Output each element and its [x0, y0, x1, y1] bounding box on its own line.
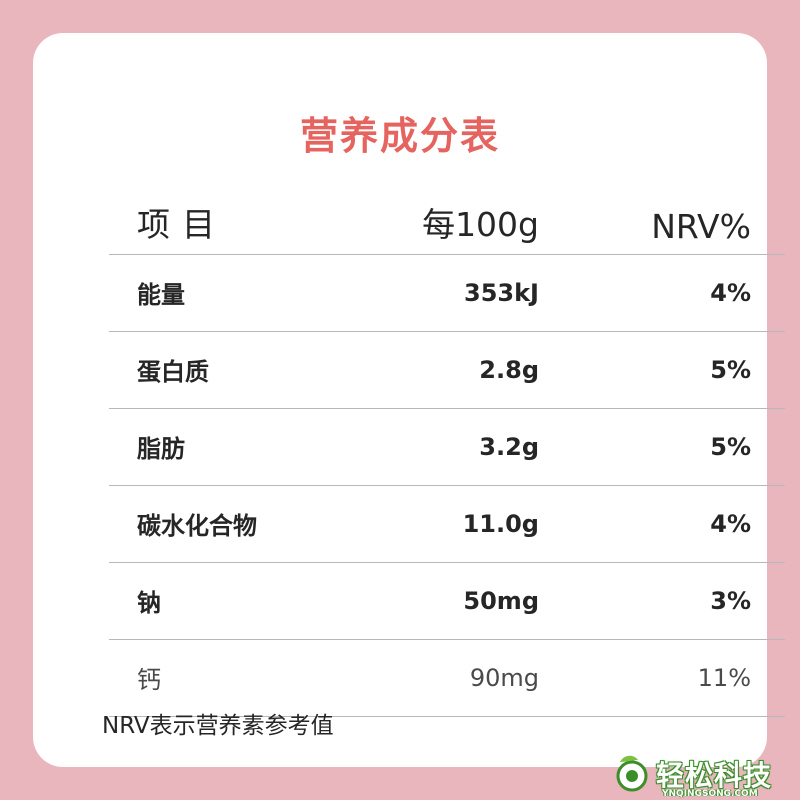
column-header-per100g: 每100g — [422, 204, 539, 244]
table-row: 钙 90mg 11% — [109, 639, 785, 716]
nutrient-amount: 90mg — [469, 663, 539, 692]
nutrient-nrv: 5% — [710, 355, 751, 384]
nutrient-name: 脂肪 — [137, 435, 185, 463]
nutrient-name: 蛋白质 — [137, 358, 209, 386]
nutrition-card: 营养成分表 项目 每100g NRV% 能量 353kJ 4% 蛋白质 2.8g… — [33, 33, 785, 767]
leaf-logo-icon — [616, 755, 648, 792]
nutrient-amount: 353kJ — [464, 278, 539, 307]
table-row: 碳水化合物 11.0g 4% — [109, 485, 785, 562]
watermark-text: 轻松科技 — [656, 759, 773, 792]
nutrient-nrv: 5% — [710, 432, 751, 461]
nutrient-amount: 3.2g — [479, 432, 539, 461]
column-header-item: 项目 — [137, 204, 227, 244]
nutrient-nrv: 3% — [710, 586, 751, 615]
table-row: 能量 353kJ 4% — [109, 254, 785, 331]
table-header-row: 项目 每100g NRV% — [109, 33, 785, 254]
nutrient-amount: 11.0g — [462, 509, 539, 538]
nutrient-name: 钙 — [137, 666, 161, 694]
column-header-nrv: NRV% — [651, 206, 751, 246]
nutrient-name: 能量 — [137, 281, 185, 309]
table-row: 蛋白质 2.8g 5% — [109, 331, 785, 408]
nutrient-amount: 2.8g — [479, 355, 539, 384]
table-row: 脂肪 3.2g 5% — [109, 408, 785, 485]
nutrient-name: 钠 — [137, 589, 161, 617]
footnote: NRV表示营养素参考值 — [102, 713, 334, 739]
page-title: 营养成分表 — [299, 114, 500, 158]
watermark-subtext: YNQINGSONG.COM — [662, 789, 758, 799]
nutrient-nrv: 11% — [697, 663, 751, 692]
nutrient-nrv: 4% — [710, 509, 751, 538]
nutrient-amount: 50mg — [463, 586, 539, 615]
watermark: 轻松科技 YNQINGSONG.COM — [612, 752, 800, 800]
nutrition-table: 项目 每100g NRV% 能量 353kJ 4% 蛋白质 2.8g 5% 脂肪… — [109, 33, 785, 717]
nutrient-nrv: 4% — [710, 278, 751, 307]
nutrient-name: 碳水化合物 — [137, 512, 257, 540]
table-row: 钠 50mg 3% — [109, 562, 785, 639]
